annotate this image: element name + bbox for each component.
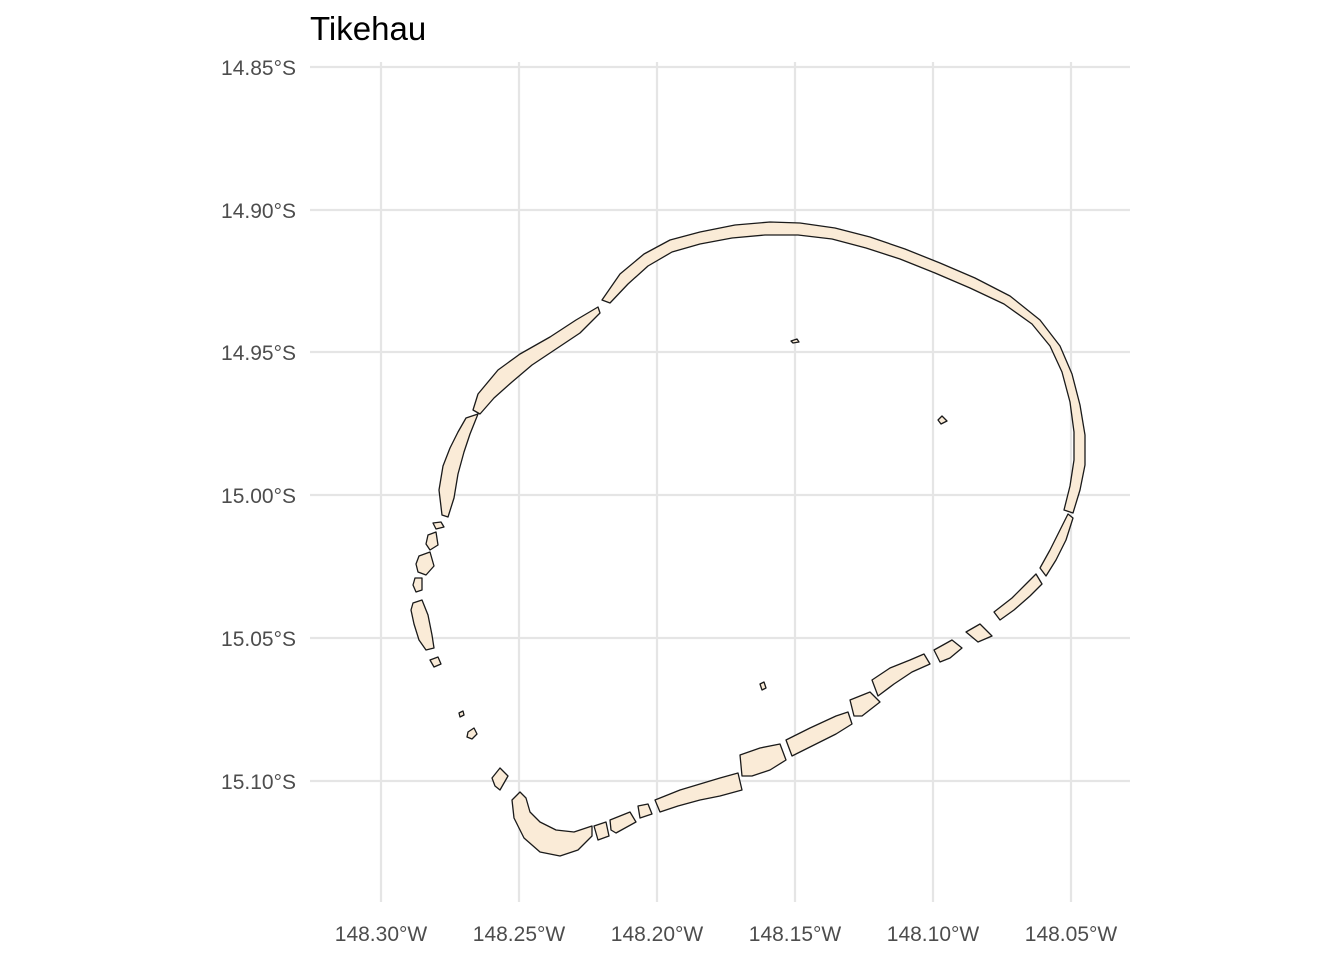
y-tick-label: 14.85°S (221, 57, 296, 80)
motu-west-2 (410, 599, 435, 651)
lagoon-islet-2 (937, 415, 948, 425)
x-tick-label: 148.10°W (887, 923, 980, 946)
motu-north-rim (601, 221, 1086, 514)
motu-southwest-islet-2 (466, 727, 478, 740)
y-tick-label: 15.00°S (221, 485, 296, 508)
x-axis-labels: 148.30°W 148.25°W 148.20°W 148.15°W 148.… (335, 923, 1118, 946)
motu-west-islet-1 (432, 521, 445, 530)
x-tick-label: 148.05°W (1025, 923, 1118, 946)
gridlines (310, 62, 1130, 902)
motu-west-islet-3 (415, 551, 435, 576)
motu-east-1 (1039, 513, 1074, 577)
lagoon-islet-1 (790, 338, 800, 344)
motu-west-1 (438, 413, 479, 518)
motu-south-4 (637, 803, 653, 819)
motu-south-3 (609, 811, 637, 834)
x-tick-label: 148.20°W (611, 923, 704, 946)
motu-south-7 (785, 711, 853, 757)
y-tick-label: 14.95°S (221, 342, 296, 365)
motu-southwest-islet-1 (458, 710, 465, 718)
motu-south-2 (593, 821, 610, 841)
motu-south-9 (871, 653, 931, 697)
x-tick-label: 148.15°W (749, 923, 842, 946)
motu-west-islet-5 (429, 656, 442, 668)
motu-south-6 (739, 743, 787, 777)
motu-south-8 (849, 691, 881, 717)
atoll-land (410, 221, 1086, 857)
motu-southeast-1 (933, 639, 963, 663)
y-tick-label: 15.05°S (221, 628, 296, 651)
y-axis-labels: 14.85°S 14.90°S 14.95°S 15.00°S 15.05°S … (221, 57, 296, 794)
x-tick-label: 148.30°W (335, 923, 428, 946)
map-title: Tikehau (310, 10, 426, 47)
x-tick-label: 148.25°W (473, 923, 566, 946)
motu-northwest-1 (472, 306, 601, 415)
motu-west-islet-4 (412, 577, 423, 593)
motu-south-5 (654, 772, 743, 813)
motu-south-1 (511, 791, 593, 857)
motu-southeast-2 (965, 623, 993, 643)
motu-southwest-islet-3 (491, 767, 509, 791)
y-tick-label: 15.10°S (221, 771, 296, 794)
y-tick-label: 14.90°S (221, 200, 296, 223)
motu-west-islet-2 (425, 531, 439, 551)
motu-southeast-3 (993, 573, 1043, 621)
lagoon-islet-3 (759, 681, 767, 691)
